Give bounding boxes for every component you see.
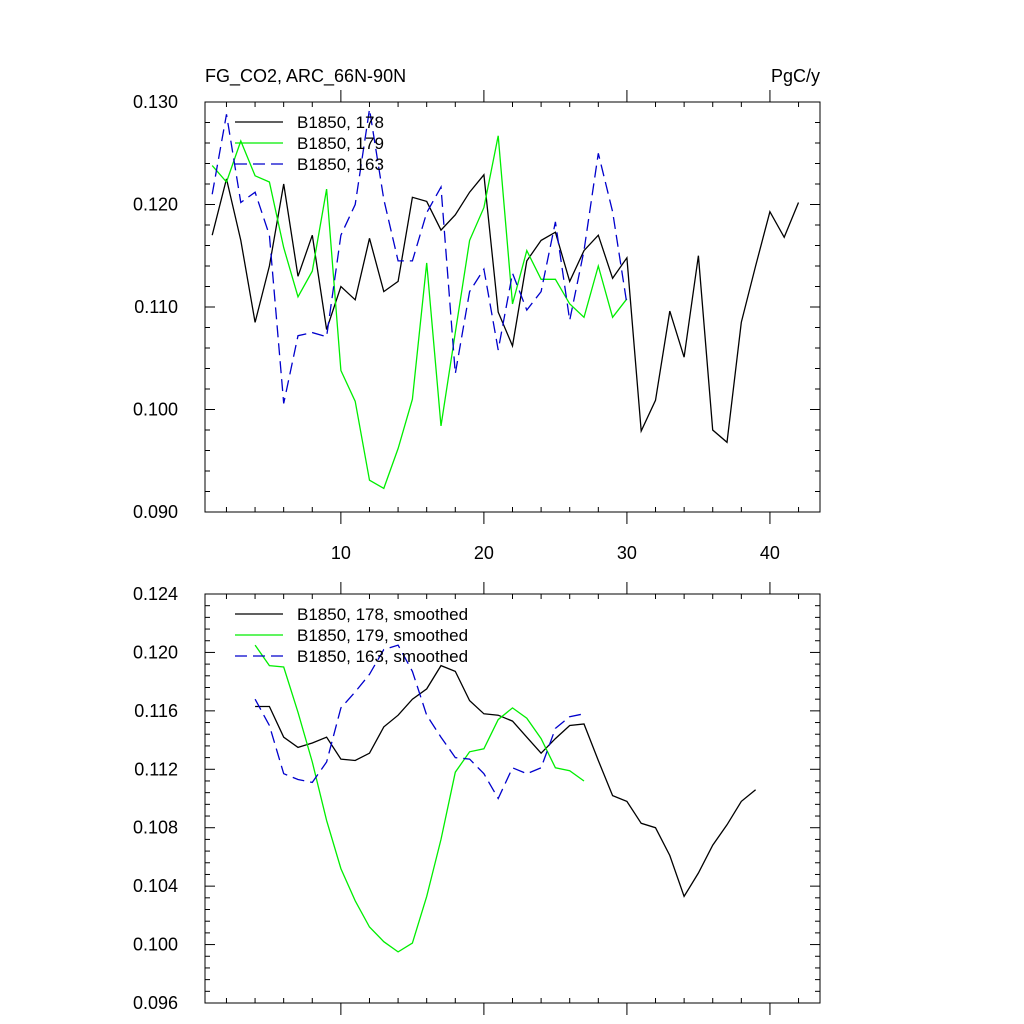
series-line-179 — [254, 644, 585, 953]
y-tick-label: 0.112 — [134, 759, 178, 779]
top-panel: FG_CO2, ARC_66N-90N PgC/y 0.090 0.100 0.11… — [133, 66, 821, 563]
legend: B1850, 178, smoothed B1850, 179, smoothed… — [235, 605, 468, 666]
series-line-163 — [211, 109, 628, 404]
chart-units: PgC/y — [771, 66, 820, 86]
y-tick-label: 0.090 — [133, 502, 178, 522]
y-tick-label: 0.120 — [133, 195, 178, 215]
axis-ticks — [205, 582, 820, 1015]
legend-label-163: B1850, 163, smoothed — [297, 647, 468, 666]
y-tick-label: 0.100 — [133, 400, 178, 420]
legend-label-179: B1850, 179 — [297, 134, 384, 153]
y-tick-label: 0.130 — [133, 92, 178, 112]
axis-ticks — [205, 90, 820, 524]
y-tick-label: 0.120 — [133, 642, 178, 662]
x-tick-label: 10 — [331, 543, 351, 563]
chart-title: FG_CO2, ARC_66N-90N — [205, 66, 406, 87]
series-line-163 — [254, 644, 585, 800]
y-tick-label: 0.104 — [133, 876, 178, 896]
bottom-panel: 0.096 0.100 0.104 0.108 0.112 0.116 0.120 0.124… — [133, 582, 821, 1015]
x-tick-label: 30 — [617, 543, 637, 563]
x-tick-label: 40 — [760, 543, 780, 563]
y-tick-label: 0.096 — [133, 993, 178, 1013]
legend-label-178: B1850, 178, smoothed — [297, 605, 468, 624]
series-line-179 — [211, 135, 628, 490]
y-tick-label: 0.110 — [134, 297, 178, 317]
series-line-178 — [211, 173, 800, 444]
legend-label-179: B1850, 179, smoothed — [297, 626, 468, 645]
legend: B1850, 178 B1850, 179 B1850, 163 — [235, 113, 384, 174]
legend-label-178: B1850, 178 — [297, 113, 384, 132]
y-tick-label: 0.100 — [133, 935, 178, 955]
series-line-178 — [255, 664, 757, 898]
legend-label-163: B1850, 163 — [297, 155, 384, 174]
y-tick-label: 0.108 — [133, 818, 178, 838]
y-tick-label: 0.116 — [134, 701, 178, 721]
y-tick-label: 0.124 — [133, 584, 178, 604]
x-tick-label: 20 — [474, 543, 494, 563]
